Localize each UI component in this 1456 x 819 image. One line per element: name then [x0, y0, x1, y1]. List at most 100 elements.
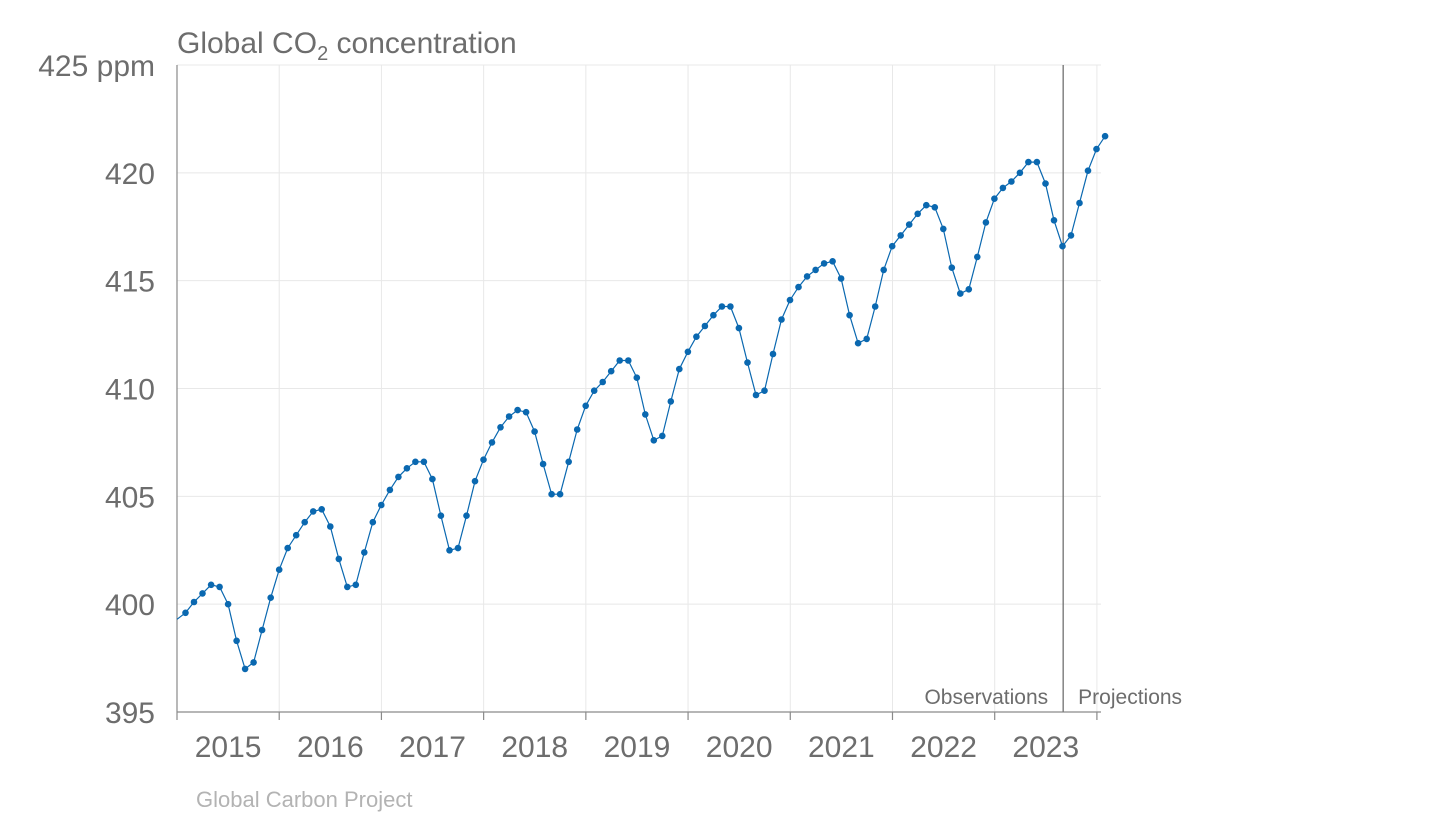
co2-point — [1101, 132, 1109, 140]
co2-point — [463, 512, 470, 519]
x-tick-labels: 2015 2016 2017 2018 2019 2020 2021 2022 2023 — [195, 731, 1079, 764]
co2-point — [412, 458, 419, 466]
co2-point — [914, 210, 921, 218]
co2-point — [701, 322, 709, 330]
co2-point — [471, 477, 479, 485]
x-tick-label: 2021 — [808, 731, 875, 764]
co2-point — [182, 609, 189, 617]
co2-point — [403, 465, 411, 472]
co2-point — [795, 283, 802, 291]
co2-point — [863, 335, 870, 343]
x-tick-label: 2022 — [910, 731, 977, 764]
co2-point — [207, 581, 215, 589]
co2-point — [829, 258, 836, 265]
co2-point — [250, 659, 257, 666]
projections-label: Projections — [1078, 686, 1182, 709]
x-tick-label: 2017 — [399, 731, 466, 764]
y-tick-label: 395 — [105, 697, 155, 730]
co2-point — [378, 501, 385, 509]
co2-point — [327, 523, 334, 530]
axes — [176, 65, 1101, 720]
co2-point — [710, 311, 717, 319]
co2-point — [599, 378, 606, 386]
y-tick-label: 410 — [105, 374, 155, 407]
co2-point — [693, 333, 700, 341]
co2-point — [974, 253, 981, 261]
co2-point — [1084, 167, 1092, 174]
co2-point — [1033, 158, 1041, 166]
co2-point — [735, 324, 743, 332]
co2-series — [176, 132, 1109, 673]
co2-point — [744, 359, 751, 366]
co2-point — [556, 490, 564, 498]
x-tick-label: 2020 — [706, 731, 773, 764]
co2-point — [1050, 217, 1058, 224]
co2-point — [1067, 232, 1075, 239]
co2-point — [684, 348, 692, 356]
co2-point — [352, 581, 360, 589]
co2-point — [420, 458, 428, 466]
co2-point — [880, 266, 887, 274]
x-tick-label: 2015 — [195, 731, 262, 764]
co2-point — [573, 426, 581, 433]
co2-point — [642, 411, 649, 418]
co2-point — [957, 290, 964, 297]
co2-point — [565, 458, 572, 466]
observation-projection-split: Observations Projections — [924, 65, 1182, 712]
y-tick-label: 400 — [105, 589, 155, 622]
co2-point — [1025, 158, 1032, 166]
co2-point — [1059, 242, 1066, 250]
co2-point — [216, 583, 223, 591]
co2-point — [837, 275, 845, 282]
co2-point — [820, 260, 828, 267]
co2-point — [948, 264, 956, 272]
co2-point — [761, 387, 768, 395]
co2-point — [752, 391, 760, 399]
co2-point — [190, 598, 198, 606]
co2-point — [258, 626, 266, 634]
co2-point — [344, 583, 351, 591]
co2-point — [854, 339, 862, 347]
co2-point — [718, 303, 726, 310]
co2-point — [224, 600, 232, 608]
x-tick-label: 2023 — [1012, 731, 1079, 764]
co2-point — [437, 512, 445, 519]
co2-point — [676, 365, 683, 373]
co2-point — [590, 387, 598, 395]
co2-point — [1008, 178, 1015, 185]
co2-point — [1076, 199, 1083, 207]
co2-point — [607, 367, 615, 375]
co2-point — [625, 357, 632, 364]
co2-point — [318, 506, 326, 513]
source-label: Global Carbon Project — [196, 787, 412, 812]
co2-point — [846, 311, 853, 319]
co2-point — [539, 460, 547, 468]
co2-point — [335, 555, 343, 563]
co2-point — [284, 544, 292, 552]
co2-point — [480, 456, 487, 464]
co2-point — [1042, 180, 1049, 187]
co2-point — [812, 266, 819, 274]
co2-point — [267, 594, 275, 601]
co2-point — [514, 406, 521, 414]
co2-point — [386, 486, 394, 494]
co2-line — [176, 135, 1106, 670]
co2-point — [650, 437, 658, 444]
co2-point — [199, 590, 206, 597]
co2-point — [965, 286, 973, 293]
co2-point — [548, 490, 555, 498]
co2-point — [659, 432, 666, 440]
co2-point — [1016, 169, 1024, 177]
co2-point — [991, 195, 998, 202]
co2-point — [888, 242, 896, 250]
co2-point — [999, 184, 1007, 192]
co2-point — [982, 219, 990, 226]
co2-point — [301, 518, 309, 526]
co2-point — [931, 204, 939, 211]
chart-title: Global CO2 concentration — [177, 27, 517, 65]
co2-point — [241, 665, 249, 673]
co2-point — [905, 221, 913, 228]
co2-point — [446, 547, 453, 554]
grid-lines — [177, 64, 1101, 712]
